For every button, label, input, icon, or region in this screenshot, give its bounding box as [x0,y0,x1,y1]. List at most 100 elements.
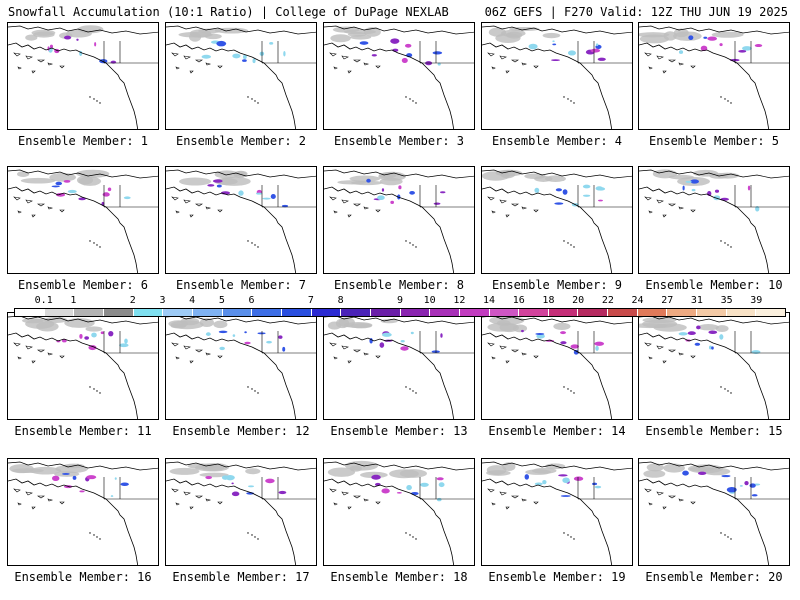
snow-area [349,175,381,182]
island [17,502,22,506]
arctic-coastline [639,315,789,325]
island [644,52,652,57]
island [217,65,223,69]
island-dot [405,386,407,388]
island [644,196,652,201]
snow-area [270,193,276,200]
coastline [639,478,770,565]
snow-area [542,480,547,485]
island [347,214,352,218]
snow-area [108,330,114,337]
ensemble-member-caption: Ensemble Member: 8 [333,278,465,292]
island [341,491,349,496]
snow-area [213,320,228,329]
island [17,66,22,70]
arctic-coastline [166,25,316,35]
snow-area [359,41,369,45]
island [690,65,696,69]
ensemble-map [324,460,474,565]
island [499,199,507,204]
coastline [482,478,613,565]
snow-area [366,178,371,183]
island-dot [730,538,732,540]
island [363,498,370,502]
ensemble-member-map-2 [165,22,317,130]
coastline [639,332,770,419]
island-dot [254,390,256,392]
snow-area [330,34,351,43]
snow-area [694,342,701,346]
legend-bin [192,309,223,316]
snow-area [567,50,577,56]
ensemble-member-caption: Ensemble Member: 16 [14,570,152,584]
island [678,352,685,356]
island-dot [409,98,411,100]
island-dot [412,244,414,246]
island-dot [567,534,569,536]
snow-area [401,57,408,64]
ensemble-member-map-5 [638,22,790,130]
island-dot [570,244,572,246]
island [189,506,194,510]
snow-area [218,330,228,334]
snow-area [94,42,97,47]
snow-area [744,480,749,486]
snow-area [653,323,687,332]
snow-area [17,171,30,177]
island [648,356,653,360]
island [333,210,338,214]
island [690,501,696,505]
snow-area [534,187,540,193]
island-dot [257,102,259,104]
snow-area [56,192,66,197]
snow-area [639,32,670,38]
snow-area [381,488,390,494]
island-dot [96,390,98,392]
coastline [482,186,613,273]
ensemble-map [482,169,632,273]
snow-area [536,333,545,339]
island [37,59,45,63]
island-dot [727,390,729,392]
ensemble-map [8,169,158,273]
ensemble-member-caption: Ensemble Member: 7 [175,278,307,292]
legend-label: 12 [453,295,466,306]
legend-bin [370,309,401,316]
island [662,360,667,364]
snow-area [257,332,266,335]
ensemble-map [482,315,632,419]
legend-bin [726,309,757,316]
snow-area [278,335,283,339]
snow-area [262,197,271,200]
island-dot [720,386,722,388]
island [13,342,21,347]
snow-area [180,317,200,326]
snow-area [553,322,571,331]
island [333,66,338,70]
ensemble-map [166,25,316,129]
island [189,214,194,218]
snow-area [687,331,696,335]
legend-bin [252,309,282,316]
ensemble-member-caption: Ensemble Member: 6 [17,278,149,292]
ensemble-member-caption: Ensemble Member: 10 [645,278,783,292]
legend-label: 39 [750,295,763,306]
snow-area [214,27,249,34]
island-dot [93,388,95,390]
legend-bin [756,309,786,316]
island-dot [727,536,729,538]
island [217,209,223,213]
island-dot [257,246,259,248]
arctic-coastline [166,461,316,471]
ensemble-member-caption: Ensemble Member: 5 [648,134,780,148]
snow-area [244,331,247,334]
island-dot [573,538,575,540]
snowfall-legend: 0.1 1 2 3 4 5 6 7 8 9 10 12 14 16 18 20 22 24 27 31 35 39 [14,295,786,321]
snow-area [179,177,212,186]
ensemble-map [8,315,158,419]
ensemble-member-caption: Ensemble Member: 12 [172,424,310,438]
island-dot [405,96,407,98]
island-dot [251,242,253,244]
snow-area [420,482,429,487]
snow-area [327,467,356,477]
